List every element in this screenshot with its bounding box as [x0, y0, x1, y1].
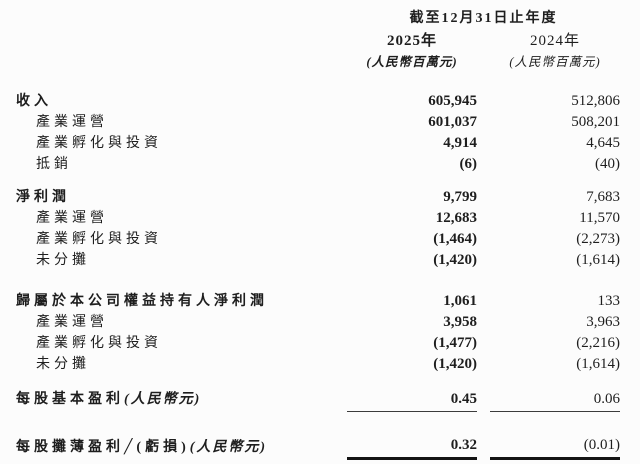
row-label: 產業運營 [36, 211, 108, 226]
value-2025: 0.45 [347, 391, 477, 412]
row-label: 抵銷 [36, 157, 72, 172]
table-row: 每股攤薄盈利╱(虧損)(人民幣元) 0.32 (0.01) [16, 436, 620, 460]
value-2024: (2,216) [576, 335, 620, 351]
table-row: 產業孵化與投資 (1,477) (2,216) [16, 332, 620, 353]
table-row: 產業運營 12,683 11,570 [16, 207, 620, 228]
period-title: 截至12月31日止年度 [409, 11, 558, 26]
value-2024: 4,645 [586, 135, 620, 151]
column-header-2024: 2024年 [529, 33, 580, 49]
value-2024: (1,614) [576, 252, 620, 268]
table-row: 淨利潤 9,799 7,683 [16, 186, 620, 207]
value-2025: 12,683 [435, 210, 477, 226]
row-label: 產業運營 [36, 115, 108, 130]
value-2025: (1,477) [433, 335, 477, 351]
value-2025: 605,945 [428, 93, 477, 109]
row-label: 淨利潤 [16, 190, 70, 205]
value-2024: 11,570 [579, 210, 620, 226]
row-label-note: (人民幣元) [189, 440, 268, 455]
unit-label-2024: (人民幣百萬元) [509, 55, 601, 69]
value-2024: 7,683 [586, 189, 620, 205]
table-section-net-profit: 淨利潤 9,799 7,683 產業運營 12,683 11,570 產業孵化與投資 (1,4… [16, 186, 620, 270]
table-row: 收入 605,945 512,806 [16, 90, 620, 111]
table-row: 產業運營 601,037 508,201 [16, 111, 620, 132]
row-label: 產業運營 [36, 315, 108, 330]
row-label-note: (人民幣元) [124, 392, 202, 407]
row-label: 收入 [16, 94, 52, 109]
table-section-basic-eps: 每股基本盈利(人民幣元) 0.45 0.06 [16, 388, 620, 412]
value-2025: (6) [459, 156, 478, 172]
value-2025: 3,958 [443, 314, 477, 330]
value-2024: (1,614) [576, 356, 620, 372]
header-year-row: 2025年 2024年 [16, 30, 620, 52]
row-label: 未分攤 [36, 357, 90, 372]
table-row: 產業孵化與投資 (1,464) (2,273) [16, 228, 620, 249]
value-2024: (0.01) [490, 437, 620, 460]
value-2025: (1,464) [433, 231, 477, 247]
table-row: 每股基本盈利(人民幣元) 0.45 0.06 [16, 388, 620, 412]
row-label: 產業孵化與投資 [36, 136, 162, 151]
value-2025: 1,061 [443, 293, 477, 309]
table-row: 產業運營 3,958 3,963 [16, 311, 620, 332]
table-row: 產業孵化與投資 4,914 4,645 [16, 132, 620, 153]
value-2025: 0.32 [347, 437, 477, 460]
value-2024: 133 [597, 293, 621, 309]
table-body: 收入 605,945 512,806 產業運營 601,037 508,201 產業孵化與投… [16, 90, 620, 460]
value-2024: 0.06 [490, 391, 620, 412]
row-label: 未分攤 [36, 253, 90, 268]
table-row: 抵銷 (6) (40) [16, 153, 620, 174]
value-2024: 512,806 [571, 93, 620, 109]
value-2025: 4,914 [443, 135, 477, 151]
table-row: 未分攤 (1,420) (1,614) [16, 249, 620, 270]
table-section-net-profit-attributable-to-equity-holders: 歸屬於本公司權益持有人淨利潤 1,061 133 產業運營 3,958 3,963 產業孵化… [16, 290, 620, 374]
table-section-revenue: 收入 605,945 512,806 產業運營 601,037 508,201 產業孵化與投… [16, 90, 620, 174]
row-label: 產業孵化與投資 [36, 232, 162, 247]
value-2025: (1,420) [433, 252, 477, 268]
value-2024: 508,201 [571, 114, 620, 130]
value-2025: 601,037 [428, 114, 477, 130]
row-label: 每股基本盈利(人民幣元) [16, 392, 202, 407]
row-label: 每股攤薄盈利╱(虧損)(人民幣元) [16, 440, 268, 455]
row-label: 歸屬於本公司權益持有人淨利潤 [16, 294, 268, 309]
value-2024: 3,963 [586, 314, 620, 330]
value-2025: (1,420) [433, 356, 477, 372]
column-header-2025: 2025年 [386, 33, 437, 49]
unit-label-2025: (人民幣百萬元) [366, 55, 458, 69]
value-2025: 9,799 [443, 189, 477, 205]
value-2024: (2,273) [576, 231, 620, 247]
table-row: 歸屬於本公司權益持有人淨利潤 1,061 133 [16, 290, 620, 311]
header-period-row: 截至12月31日止年度 [16, 8, 620, 30]
value-2024: (40) [595, 156, 620, 172]
table-row: 未分攤 (1,420) (1,614) [16, 353, 620, 374]
header-unit-row: (人民幣百萬元) (人民幣百萬元) [16, 52, 620, 72]
table-section-diluted-eps: 每股攤薄盈利╱(虧損)(人民幣元) 0.32 (0.01) [16, 436, 620, 460]
row-label: 產業孵化與投資 [36, 336, 162, 351]
